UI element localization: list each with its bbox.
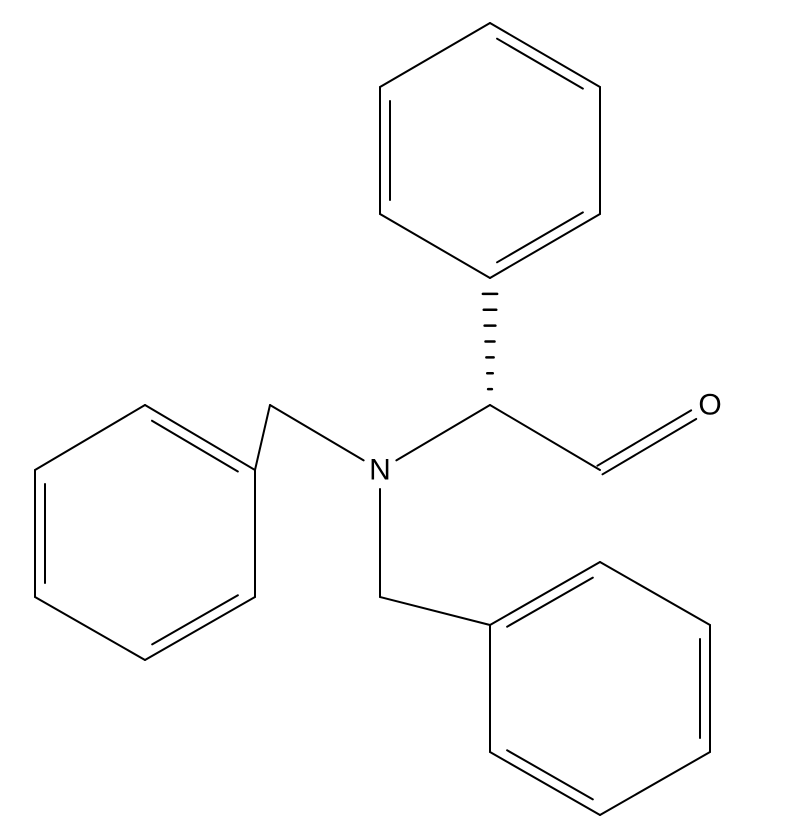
svg-text:N: N bbox=[369, 454, 391, 487]
svg-text:O: O bbox=[698, 389, 721, 422]
molecule-diagram: NO bbox=[0, 0, 789, 834]
